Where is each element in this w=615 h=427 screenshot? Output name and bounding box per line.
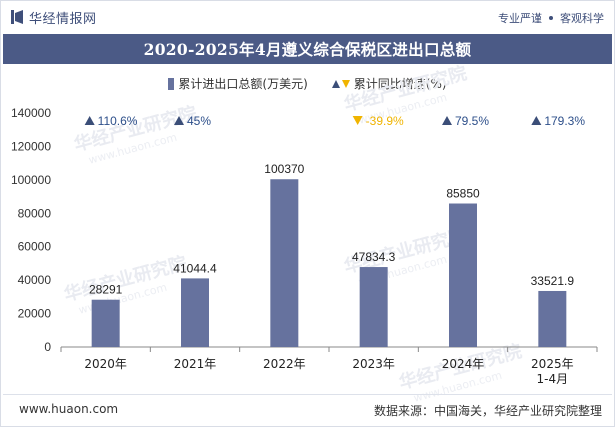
brand[interactable]: 华经情报网 (11, 8, 97, 27)
bar (359, 267, 388, 347)
x-tick-label: 2022年 (263, 357, 306, 371)
bar-value-label: 85850 (446, 187, 480, 201)
x-tick-label: 1-4月 (537, 372, 569, 386)
legend-up-arrow-icon (331, 79, 340, 88)
chart-title: 2020-2025年4月遵义综合保税区进出口总额 (143, 40, 472, 59)
y-tick-label: 0 (44, 340, 51, 354)
y-tick-label: 80000 (18, 206, 52, 220)
bar-value-label: 33521.9 (531, 274, 575, 288)
x-tick-label: 2024年 (442, 357, 485, 371)
bar (91, 299, 120, 347)
growth-label: 179.3% (544, 114, 585, 128)
bar (181, 278, 209, 347)
legend-down-arrow-icon (341, 79, 350, 88)
legend-bar-label: 累计进出口总额(万美元) (178, 77, 308, 91)
bar-value-label: 100370 (264, 162, 304, 176)
bar (449, 203, 477, 347)
x-tick-label: 2023年 (352, 357, 395, 371)
slogan-right: 客观科学 (560, 12, 604, 25)
slogan: 专业严谨 客观科学 (498, 10, 604, 26)
growth-down-arrow-icon (352, 116, 363, 125)
y-tick-label: 60000 (18, 240, 52, 254)
bar-value-label: 41044.4 (173, 261, 217, 275)
bar-value-label: 28291 (89, 283, 123, 297)
legend-item-growth[interactable]: 累计同比增速(%) (331, 75, 447, 92)
bar (270, 179, 299, 347)
growth-label: 45% (187, 114, 211, 128)
y-tick-label: 20000 (18, 307, 52, 321)
slogan-dot-icon (549, 16, 553, 20)
growth-up-arrow-icon (84, 116, 95, 125)
slogan-left: 专业严谨 (498, 12, 542, 25)
growth-label: 79.5% (455, 114, 489, 128)
footer-website[interactable]: www.huaon.com (19, 402, 119, 416)
y-tick-label: 100000 (11, 173, 51, 187)
x-tick-label: 2020年 (84, 357, 127, 371)
footer-source: 数据来源：中国海关，华经产业研究院整理 (373, 404, 602, 418)
bar (538, 290, 567, 347)
brand-logo-icon (11, 10, 23, 24)
x-tick-label: 2025年 (531, 357, 574, 371)
growth-label: 110.6% (98, 114, 138, 128)
x-tick-label: 2021年 (174, 357, 217, 371)
growth-label: -39.9% (366, 114, 404, 128)
legend-growth-label: 累计同比增速(%) (353, 77, 447, 91)
top-bar: 华经情报网 专业严谨 客观科学 (1, 1, 614, 31)
growth-up-arrow-icon (174, 116, 184, 125)
title-bar: 2020-2025年4月遵义综合保税区进出口总额 (3, 34, 612, 64)
growth-up-arrow-icon (442, 116, 452, 125)
footer-divider (3, 394, 612, 395)
legend-item-bar[interactable]: 累计进出口总额(万美元) (168, 75, 308, 92)
legend-bar-swatch-icon (168, 77, 175, 90)
legend: 累计进出口总额(万美元) 累计同比增速(%) (1, 75, 614, 92)
growth-up-arrow-icon (531, 116, 542, 125)
y-tick-label: 120000 (11, 139, 51, 153)
y-tick-label: 40000 (18, 273, 52, 287)
bar-value-label: 47834.3 (352, 250, 396, 264)
y-tick-label: 140000 (11, 106, 51, 120)
brand-name: 华经情报网 (29, 11, 97, 27)
